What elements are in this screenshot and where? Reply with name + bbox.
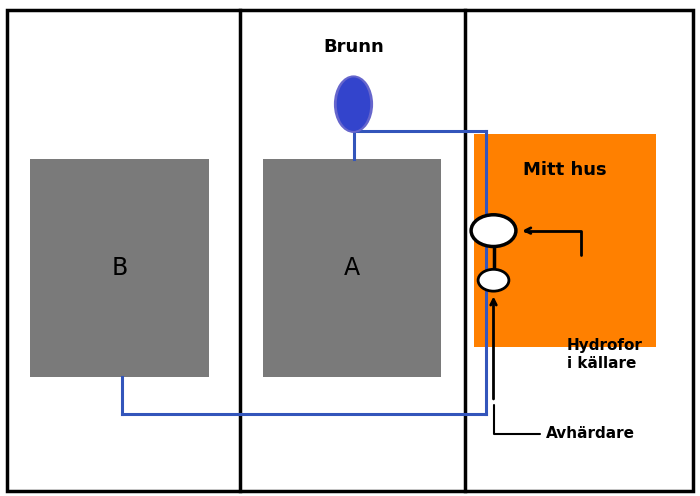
Text: A: A <box>344 256 360 280</box>
Ellipse shape <box>334 75 373 133</box>
Bar <box>262 159 441 377</box>
Circle shape <box>478 269 509 291</box>
Bar <box>30 159 209 377</box>
Circle shape <box>471 215 516 247</box>
Text: B: B <box>111 256 127 280</box>
Text: Brunn: Brunn <box>323 38 384 56</box>
Text: Avhärdare: Avhärdare <box>546 427 635 441</box>
Ellipse shape <box>337 77 370 131</box>
Text: Hydrofor
i källare: Hydrofor i källare <box>567 338 643 371</box>
Text: Mitt hus: Mitt hus <box>523 161 607 179</box>
Bar <box>474 134 656 347</box>
